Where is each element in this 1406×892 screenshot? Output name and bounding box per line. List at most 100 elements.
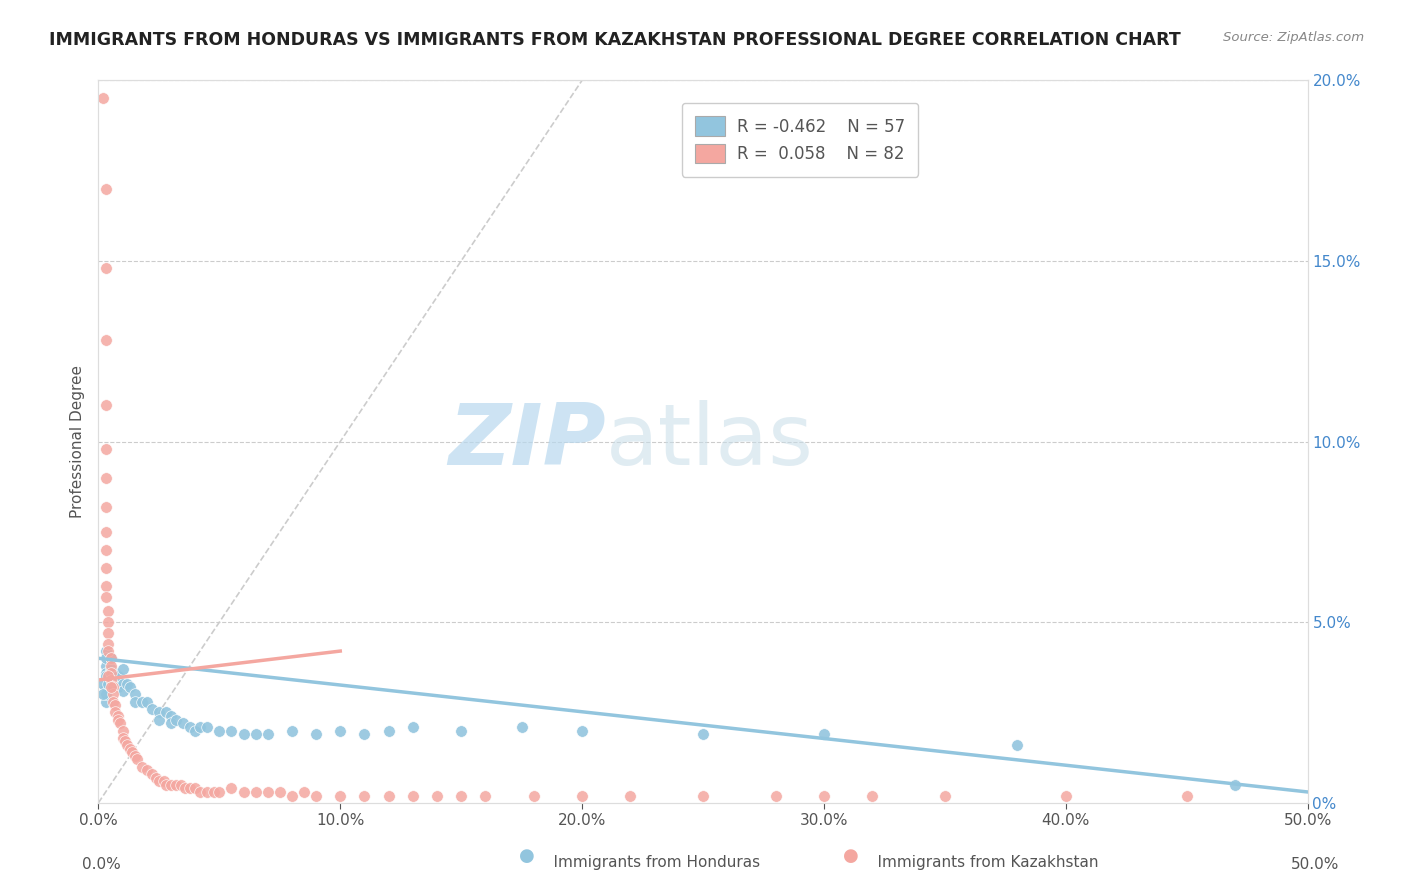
Point xyxy=(94,665,117,680)
Point xyxy=(97,669,120,683)
Point xyxy=(165,713,187,727)
Point xyxy=(160,716,183,731)
Point xyxy=(160,709,183,723)
Point xyxy=(94,561,117,575)
Point xyxy=(107,709,129,723)
Point xyxy=(101,695,124,709)
Point xyxy=(94,542,117,557)
Point xyxy=(114,734,136,748)
Point xyxy=(450,789,472,803)
Point xyxy=(111,683,134,698)
Point xyxy=(221,723,243,738)
Point xyxy=(97,626,120,640)
Point xyxy=(281,723,304,738)
Point xyxy=(91,687,114,701)
Point xyxy=(94,651,117,665)
Point xyxy=(94,182,117,196)
Point xyxy=(94,644,117,658)
Point xyxy=(402,720,425,734)
Point xyxy=(117,676,139,690)
Point xyxy=(269,785,291,799)
Point xyxy=(571,789,593,803)
Text: Immigrants from Kazakhstan: Immigrants from Kazakhstan xyxy=(858,855,1098,870)
Point xyxy=(148,774,170,789)
Point xyxy=(245,785,267,799)
Point xyxy=(127,752,149,766)
Point xyxy=(100,680,122,694)
Point xyxy=(292,785,315,799)
Point xyxy=(169,778,191,792)
Point xyxy=(97,615,120,630)
Point xyxy=(188,785,211,799)
Point xyxy=(305,789,328,803)
Y-axis label: Professional Degree: Professional Degree xyxy=(69,365,84,518)
Point xyxy=(619,789,641,803)
Point xyxy=(104,706,127,720)
Point xyxy=(94,687,117,701)
Text: 0.0%: 0.0% xyxy=(82,857,121,872)
Point xyxy=(179,720,201,734)
Point xyxy=(179,781,201,796)
Point xyxy=(174,781,197,796)
Point xyxy=(97,604,120,618)
Point xyxy=(94,680,117,694)
Point xyxy=(184,723,207,738)
Point xyxy=(221,781,243,796)
Point xyxy=(165,778,187,792)
Point xyxy=(148,706,170,720)
Point xyxy=(184,781,207,796)
Point xyxy=(523,789,546,803)
Text: Source: ZipAtlas.com: Source: ZipAtlas.com xyxy=(1223,31,1364,45)
Point xyxy=(450,723,472,738)
Point xyxy=(692,789,714,803)
Point xyxy=(124,748,146,763)
Point xyxy=(256,785,278,799)
Point xyxy=(934,789,956,803)
Point xyxy=(94,669,117,683)
Point xyxy=(208,785,231,799)
Point xyxy=(97,669,120,683)
Point xyxy=(377,723,399,738)
Point xyxy=(1054,789,1077,803)
Point xyxy=(765,789,787,803)
Point xyxy=(94,442,117,456)
Point xyxy=(104,698,127,713)
Point xyxy=(91,91,114,105)
Point xyxy=(1007,738,1029,752)
Point xyxy=(305,727,328,741)
Point xyxy=(131,760,153,774)
Point xyxy=(1223,778,1246,792)
Point xyxy=(232,785,254,799)
Point xyxy=(94,500,117,514)
Text: ●: ● xyxy=(842,847,859,865)
Point xyxy=(155,706,177,720)
Point xyxy=(232,727,254,741)
Point xyxy=(256,727,278,741)
Point xyxy=(329,723,352,738)
Point xyxy=(94,579,117,593)
Point xyxy=(107,669,129,683)
Point xyxy=(94,658,117,673)
Point xyxy=(135,764,157,778)
Point xyxy=(141,702,163,716)
Point xyxy=(813,727,835,741)
Point xyxy=(281,789,304,803)
Point xyxy=(377,789,399,803)
Point xyxy=(860,789,883,803)
Point xyxy=(155,778,177,792)
Point xyxy=(148,713,170,727)
Point xyxy=(1175,789,1198,803)
Point xyxy=(692,727,714,741)
Point xyxy=(208,723,231,738)
Point xyxy=(571,723,593,738)
Point xyxy=(195,785,218,799)
Point xyxy=(245,727,267,741)
Point xyxy=(813,789,835,803)
Point xyxy=(510,720,533,734)
Point xyxy=(195,720,218,734)
Point xyxy=(111,676,134,690)
Point xyxy=(160,778,183,792)
Point xyxy=(111,662,134,676)
Point xyxy=(145,771,167,785)
Point xyxy=(91,676,114,690)
